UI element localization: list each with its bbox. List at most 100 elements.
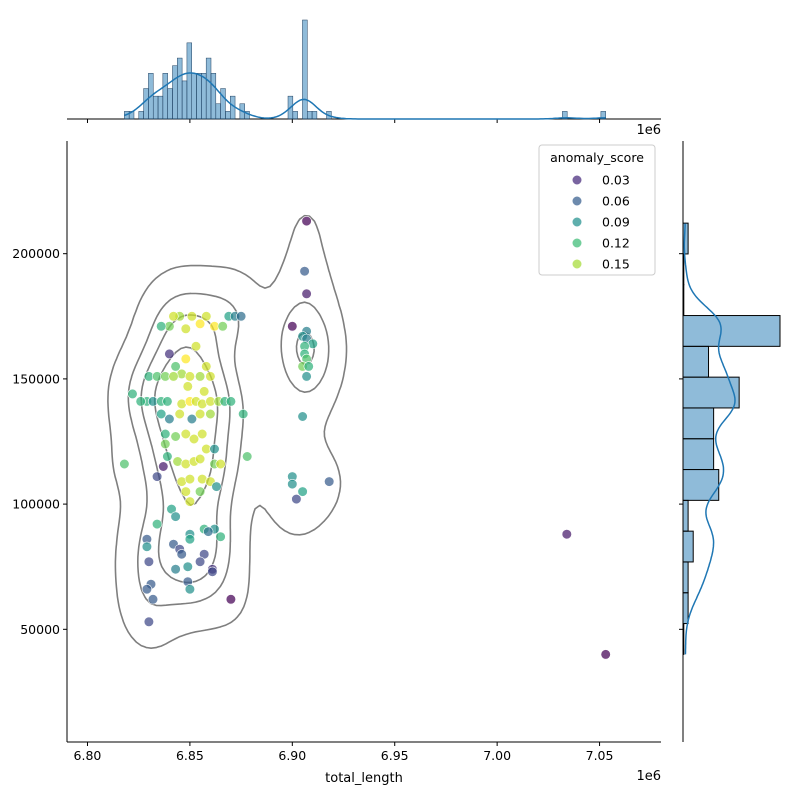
legend-marker — [571, 195, 583, 207]
scatter-point — [287, 321, 298, 332]
right-hist-bar — [682, 469, 720, 501]
scatter-point — [168, 371, 179, 382]
scatter-point — [211, 481, 222, 492]
scatter-point — [600, 649, 611, 660]
scatter-point — [170, 564, 181, 575]
scatter-point — [297, 411, 308, 422]
y-tick-label: 150000 — [12, 371, 60, 386]
scatter-point — [195, 556, 206, 567]
scatter-point — [199, 386, 210, 397]
scatter-point — [180, 323, 191, 334]
scatter-point — [215, 458, 226, 470]
right-kde-curve — [683, 223, 736, 655]
legend-marker — [571, 174, 583, 186]
scatter-point — [168, 311, 179, 322]
top-hist-bar — [152, 95, 159, 120]
right-hist-bar — [682, 376, 740, 409]
scatter-point — [119, 458, 130, 470]
scatter-point — [164, 413, 175, 425]
scatter-point — [190, 341, 202, 352]
x-tick-label: 7.05 — [586, 748, 614, 763]
scatter-point — [143, 556, 154, 567]
top-hist-bar — [186, 42, 192, 120]
scatter-point — [184, 496, 195, 507]
right-hist-bar — [682, 407, 715, 440]
y-tick-label: 100000 — [12, 497, 60, 512]
scatter-point — [176, 549, 187, 560]
x-tick-label: 6.90 — [278, 748, 306, 763]
x-tick-label: 7.00 — [483, 748, 511, 763]
scatter-point — [141, 541, 152, 552]
top-hist-bar — [562, 111, 568, 120]
scatter-point — [203, 526, 214, 537]
scatter-point — [561, 529, 572, 540]
scatter-point — [174, 408, 185, 420]
scatter-point — [184, 474, 195, 485]
right-hist-bar — [682, 253, 685, 286]
top-hist-bar — [225, 111, 231, 120]
top-hist-bar — [215, 103, 221, 120]
top-hist-bar — [311, 111, 318, 120]
right-hist-bar — [682, 284, 685, 317]
top-hist-bar — [302, 19, 308, 120]
scatter-point — [236, 311, 247, 322]
kde-contours — [107, 214, 348, 649]
top-hist-bar — [201, 73, 207, 120]
top-hist-bar — [157, 95, 164, 120]
scatter-point — [299, 266, 310, 277]
top-hist-bar — [196, 73, 202, 120]
scatter-point — [182, 381, 193, 392]
scatter-point — [291, 494, 302, 505]
scatter-point — [156, 408, 167, 420]
scatter-point — [156, 321, 167, 332]
scatter-point — [182, 561, 193, 572]
x-tick-label: 6.85 — [176, 748, 204, 763]
top-hist-bar — [210, 73, 217, 120]
top-hist-bar — [600, 111, 606, 120]
legend-frame — [538, 144, 656, 276]
top-hist-bar — [162, 73, 168, 120]
legend-entry-label: 0.03 — [602, 173, 630, 188]
legend-marker — [571, 237, 583, 249]
scatter-point — [217, 321, 228, 332]
scatter-point — [195, 371, 206, 382]
scatter-point — [201, 361, 212, 372]
top-hist-bar — [167, 88, 173, 120]
scatter-point — [225, 396, 236, 407]
top-hist-bar — [143, 88, 149, 120]
top-hist-bar — [205, 57, 212, 120]
scatter-point — [158, 461, 169, 472]
right-hist-bar — [682, 623, 685, 655]
legend-entry-label: 0.06 — [602, 194, 630, 209]
scatter-point — [141, 584, 152, 595]
right-hist-bar — [682, 561, 689, 594]
scatter-point — [180, 353, 191, 365]
scatter-point — [170, 431, 181, 442]
scatter-point — [195, 486, 206, 497]
scatter-point — [135, 396, 146, 407]
scatter-point — [207, 566, 218, 577]
scatter-point — [184, 534, 195, 545]
x-tick-label: 6.95 — [381, 748, 409, 763]
axes: 6.80 6.85 6.90 6.95 7.00 7.05 50000 100000 15000… — [12, 141, 661, 763]
scatter-point — [201, 311, 212, 322]
legend: anomaly_score 0.03 0.06 0.09 0.12 0.15 — [538, 144, 656, 276]
x-offset-label-bottom: 1e6 — [636, 769, 661, 784]
scatter-point — [238, 408, 249, 420]
kde-contour-line — [127, 292, 330, 607]
scatter-point — [301, 216, 312, 227]
right-hist-bar — [682, 499, 689, 532]
y-tick-label: 50000 — [20, 622, 60, 637]
scatter-point — [180, 486, 191, 497]
right-hist-bar — [682, 530, 694, 563]
right-hist-bar — [682, 438, 715, 471]
scatter-point — [195, 318, 206, 329]
scatter-point — [160, 428, 171, 440]
scatter-point — [147, 594, 159, 605]
scatter-point — [162, 451, 173, 462]
legend-marker — [571, 216, 583, 228]
scatter-point — [186, 311, 197, 322]
scatter-point — [197, 428, 208, 440]
legend-entry-label: 0.15 — [602, 257, 630, 272]
